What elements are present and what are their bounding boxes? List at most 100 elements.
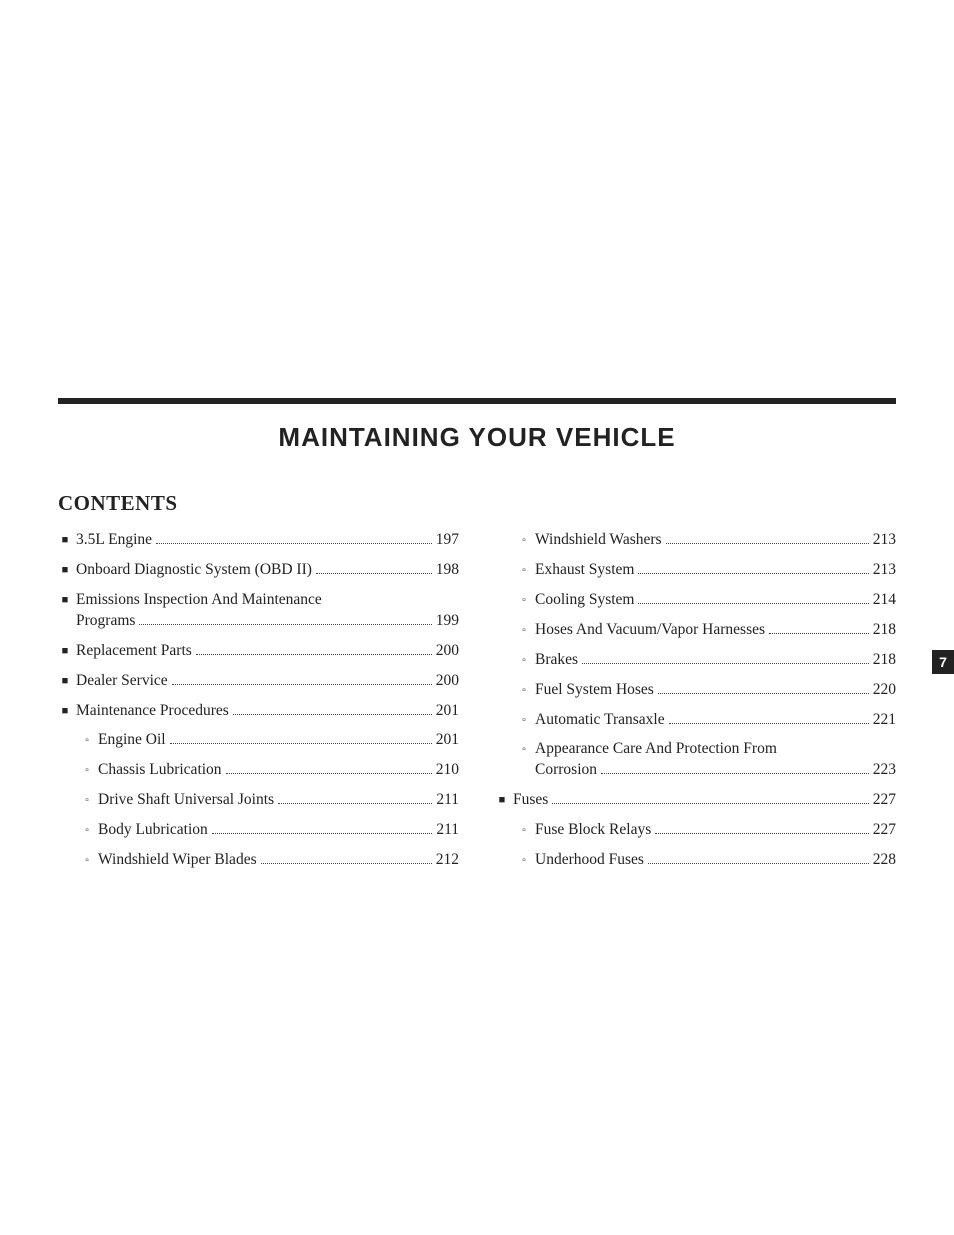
toc-label: Windshield Washers (535, 530, 662, 551)
toc-column-right: ▫Windshield Washers213▫Exhaust System213… (495, 530, 896, 880)
dot-leader (582, 663, 869, 664)
dot-leader (156, 543, 432, 544)
toc-entry: ■ Maintenance Procedures 201 (58, 701, 459, 722)
toc-page: 197 (436, 530, 459, 551)
toc-page: 201 (436, 730, 459, 751)
toc-label: Replacement Parts (76, 641, 192, 662)
toc-label: Programs (76, 611, 135, 632)
bullet-hollow-icon: ▫ (517, 564, 531, 578)
chapter-title: MAINTAINING YOUR VEHICLE (58, 422, 896, 453)
toc-label: Emissions Inspection And Maintenance (76, 590, 322, 611)
dot-leader (638, 573, 868, 574)
toc-page: 213 (873, 530, 896, 551)
toc-label: Maintenance Procedures (76, 701, 229, 722)
toc-page: 220 (873, 680, 896, 701)
dot-leader (655, 833, 869, 834)
section-tab-label: 7 (939, 654, 947, 670)
toc-label: Hoses And Vacuum/Vapor Harnesses (535, 620, 765, 641)
toc-page: 227 (873, 820, 896, 841)
horizontal-rule (58, 398, 896, 404)
toc-label: Drive Shaft Universal Joints (98, 790, 274, 811)
toc-label: Onboard Diagnostic System (OBD II) (76, 560, 312, 581)
section-tab: 7 (932, 650, 954, 674)
dot-leader (658, 693, 869, 694)
toc-label: Appearance Care And Protection From (535, 739, 777, 760)
toc-label: Windshield Wiper Blades (98, 850, 257, 871)
toc-entry: ▫Automatic Transaxle221 (495, 710, 896, 731)
toc-page: 199 (436, 611, 459, 632)
bullet-hollow-icon: ▫ (517, 684, 531, 698)
toc-entry: ■ Replacement Parts 200 (58, 641, 459, 662)
toc-entry: ▫Brakes218 (495, 650, 896, 671)
dot-leader (638, 603, 868, 604)
dot-leader (316, 573, 432, 574)
toc-entry: ■ Fuses 227 (495, 790, 896, 811)
dot-leader (278, 803, 432, 804)
dot-leader (669, 723, 869, 724)
bullet-hollow-icon: ▫ (517, 743, 531, 757)
toc-entry: ▫ Body Lubrication 211 (58, 820, 459, 841)
bullet-solid-icon: ■ (58, 593, 72, 608)
dot-leader (196, 654, 432, 655)
toc-page: 218 (873, 650, 896, 671)
toc-columns: ■ 3.5L Engine 197 ■ Onboard Diagnostic Syste… (58, 530, 896, 880)
toc-label: Fuse Block Relays (535, 820, 651, 841)
toc-entry: ▫Fuel System Hoses220 (495, 680, 896, 701)
toc-page: 198 (436, 560, 459, 581)
toc-label: 3.5L Engine (76, 530, 152, 551)
bullet-solid-icon: ■ (58, 704, 72, 719)
toc-entry: ■ Onboard Diagnostic System (OBD II) 198 (58, 560, 459, 581)
bullet-solid-icon: ■ (58, 644, 72, 659)
toc-page: 228 (873, 850, 896, 871)
toc-page: 223 (873, 760, 896, 781)
dot-leader (601, 773, 869, 774)
dot-leader (172, 684, 432, 685)
toc-page: 211 (436, 820, 459, 841)
toc-entry: ▫Windshield Wiper Blades212 (58, 850, 459, 871)
toc-entry: ■ Emissions Inspection And Maintenance Pr… (58, 590, 459, 632)
toc-page: 200 (436, 641, 459, 662)
bullet-solid-icon: ■ (495, 793, 509, 808)
toc-page: 221 (873, 710, 896, 731)
bullet-hollow-icon: ▫ (517, 534, 531, 548)
bullet-hollow-icon: ▫ (517, 824, 531, 838)
toc-label: Fuses (513, 790, 548, 811)
toc-page: 210 (436, 760, 459, 781)
bullet-solid-icon: ■ (58, 563, 72, 578)
toc-page: 213 (873, 560, 896, 581)
bullet-hollow-icon: ▫ (80, 824, 94, 838)
dot-leader (233, 714, 432, 715)
toc-entry: ▫Hoses And Vacuum/Vapor Harnesses218 (495, 620, 896, 641)
toc-entry: ▫ Cooling System 214 (495, 590, 896, 611)
toc-entry: ■ 3.5L Engine 197 (58, 530, 459, 551)
bullet-solid-icon: ■ (58, 533, 72, 548)
toc-column-left: ■ 3.5L Engine 197 ■ Onboard Diagnostic Syste… (58, 530, 459, 880)
toc-page: 211 (436, 790, 459, 811)
dot-leader (552, 803, 868, 804)
toc-label: Dealer Service (76, 671, 168, 692)
dot-leader (170, 743, 432, 744)
toc-page: 227 (873, 790, 896, 811)
toc-entry: ▫Appearance Care And Protection From Cor… (495, 739, 896, 781)
toc-label: Automatic Transaxle (535, 710, 665, 731)
bullet-hollow-icon: ▫ (80, 734, 94, 748)
toc-label: Cooling System (535, 590, 634, 611)
toc-entry: ▫Underhood Fuses228 (495, 850, 896, 871)
toc-page: 201 (436, 701, 459, 722)
toc-label: Brakes (535, 650, 578, 671)
dot-leader (212, 833, 433, 834)
page: MAINTAINING YOUR VEHICLE CONTENTS ■3.5L … (0, 0, 954, 1235)
toc-label: Engine Oil (98, 730, 166, 751)
toc-entry: ▫Drive Shaft Universal Joints211 (58, 790, 459, 811)
toc-entry: ▫ Windshield Washers 213 (495, 530, 896, 551)
bullet-hollow-icon: ▫ (80, 764, 94, 778)
toc-page: 214 (873, 590, 896, 611)
toc-label: Body Lubrication (98, 820, 208, 841)
toc-entry: ▫ Engine Oil 201 (58, 730, 459, 751)
toc-entry: ▫Exhaust System213 (495, 560, 896, 581)
dot-leader (648, 863, 869, 864)
toc-entry: ▫Chassis Lubrication210 (58, 760, 459, 781)
toc-page: 212 (436, 850, 459, 871)
bullet-hollow-icon: ▫ (517, 594, 531, 608)
toc-entry: ■Dealer Service200 (58, 671, 459, 692)
